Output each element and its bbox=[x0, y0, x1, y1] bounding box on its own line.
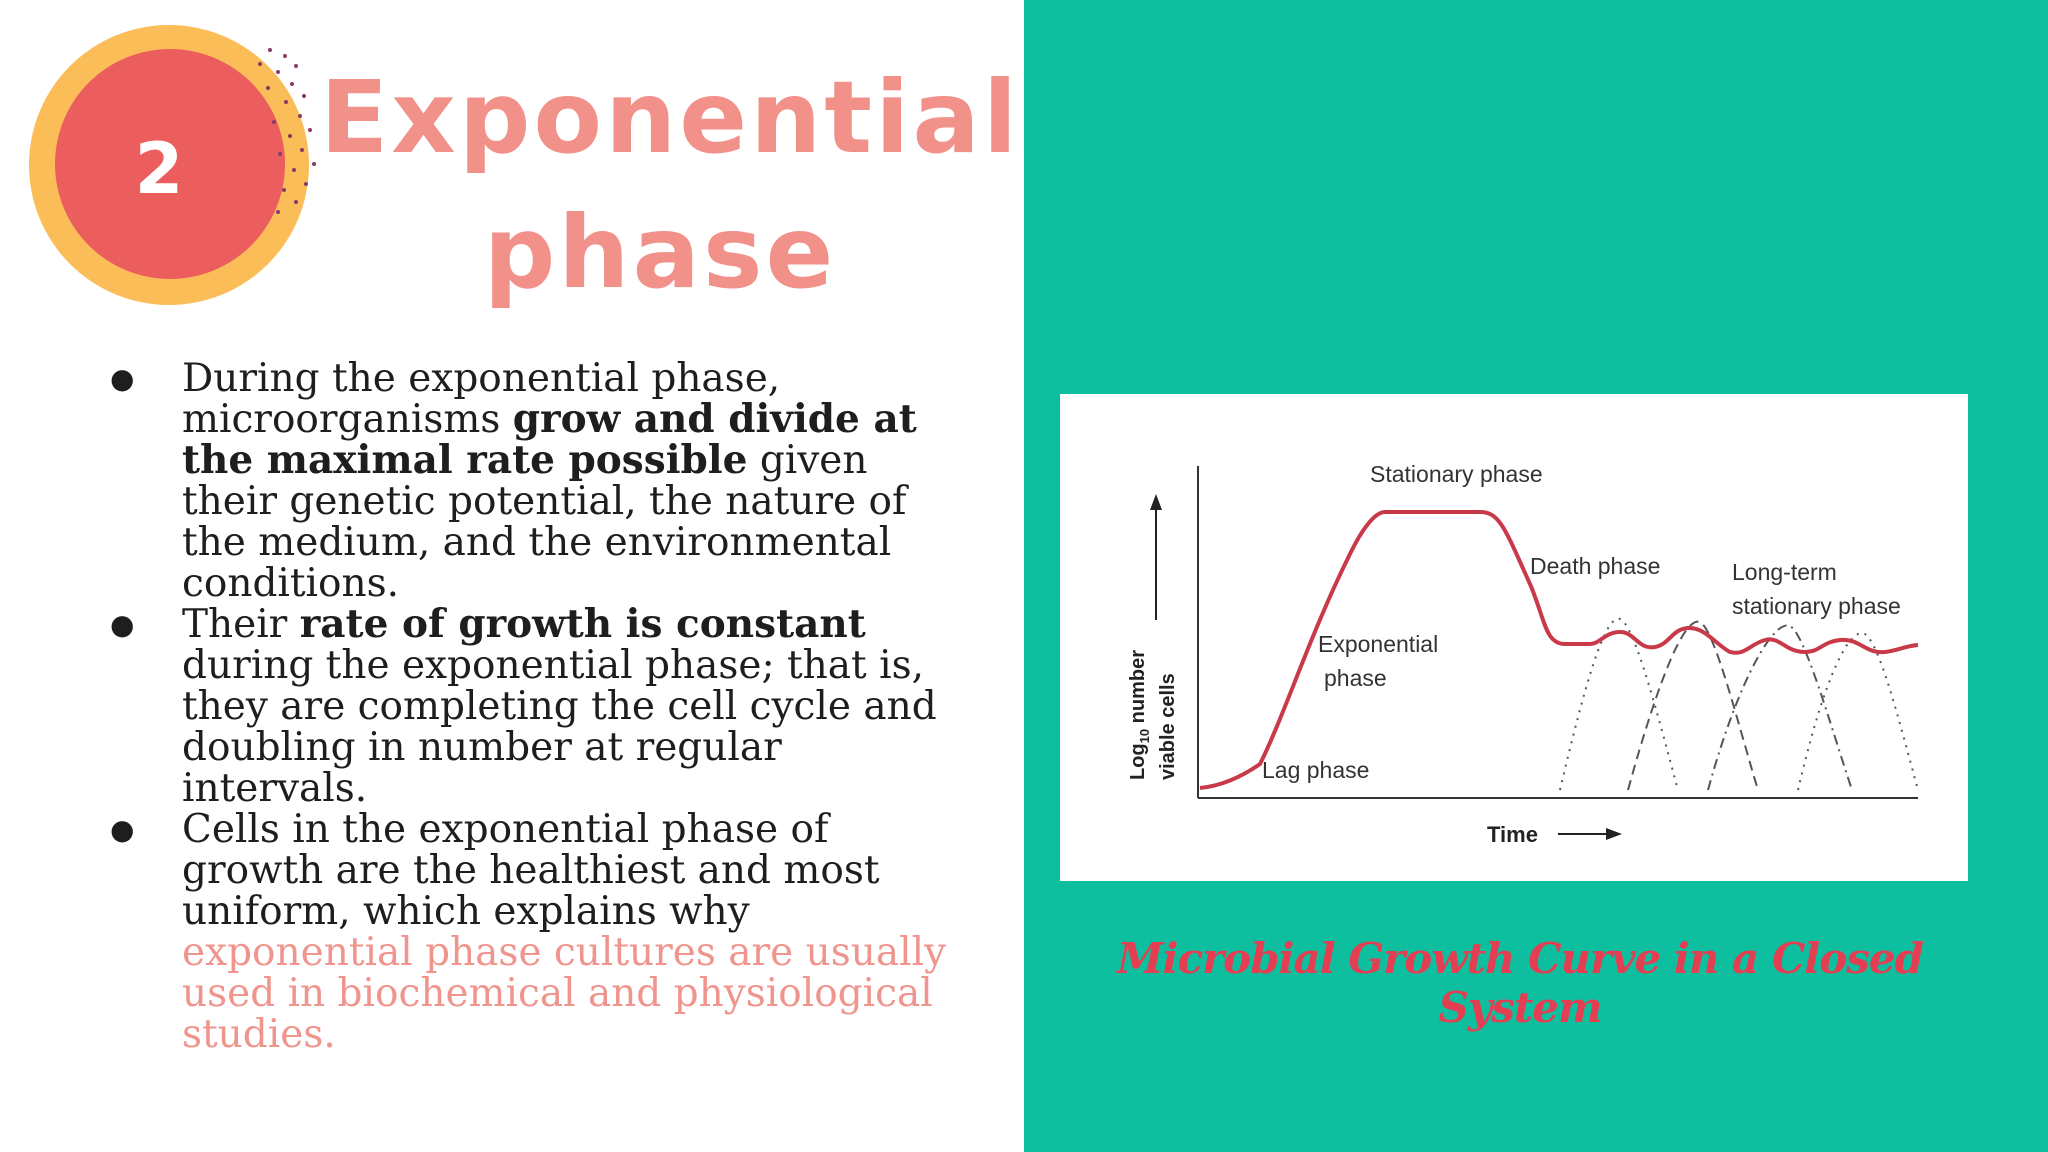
growth-curve-diagram: Log10 number viable cells Time Stationar… bbox=[1127, 461, 1919, 847]
bullet-list: During the exponential phase, microorgan… bbox=[110, 358, 970, 1055]
growth-curve-line bbox=[1199, 510, 1919, 790]
slide-title: Exponential phase bbox=[320, 50, 1021, 320]
bullet-2-text-a: Their bbox=[182, 602, 300, 647]
x-axis-arrowhead bbox=[1606, 828, 1622, 840]
growth-curve-figure: Log10 number viable cells Time Stationar… bbox=[1060, 394, 1968, 881]
bullet-item-3: Cells in the exponential phase of growth… bbox=[110, 809, 970, 1055]
label-exponential-2: phase bbox=[1324, 665, 1387, 691]
bullet-3-highlight: exponential phase cultures are usually u… bbox=[182, 930, 947, 1057]
bullet-1-text-a: During the exponential phase, microorgan… bbox=[182, 356, 781, 442]
label-lag-phase: Lag phase bbox=[1262, 757, 1369, 783]
text-panel: 2 Exponential phase During the exponenti… bbox=[0, 0, 1024, 1152]
svg-text:Log10 number: Log10 number bbox=[1127, 650, 1152, 780]
label-death-phase: Death phase bbox=[1530, 553, 1660, 579]
label-long-term-1: Long-term bbox=[1732, 559, 1837, 585]
label-stationary-phase: Stationary phase bbox=[1370, 461, 1543, 487]
bullet-3-text-a: Cells in the exponential phase of growth… bbox=[182, 807, 880, 934]
title-line-1: Exponential bbox=[320, 59, 1021, 176]
bullet-2-bold: rate of growth is constant bbox=[299, 601, 866, 647]
label-exponential-1: Exponential bbox=[1318, 631, 1438, 657]
bullet-item-2: Their rate of growth is constant during … bbox=[110, 601, 970, 811]
title-line-2: phase bbox=[483, 194, 837, 311]
slide-number: 2 bbox=[134, 128, 184, 210]
bullet-item-1: During the exponential phase, microorgan… bbox=[110, 358, 970, 604]
subpopulation-curves bbox=[1559, 617, 1919, 791]
svg-text:viable cells: viable cells bbox=[1157, 673, 1179, 780]
badge-circle: 2 bbox=[55, 49, 285, 279]
bullet-1-bold: grow and divide at the maximal rate poss… bbox=[182, 396, 917, 483]
label-long-term-2: stationary phase bbox=[1732, 593, 1901, 619]
y-axis-label: Log10 number viable cells bbox=[1127, 650, 1179, 780]
bullet-1-text-b: given their genetic potential, the natur… bbox=[182, 438, 907, 606]
figure-caption: Microbial Growth Curve in a Closed Syste… bbox=[1117, 934, 1924, 1032]
x-axis-label: Time bbox=[1487, 822, 1538, 847]
y-axis-arrowhead bbox=[1150, 494, 1162, 510]
bullet-2-text-b: during the exponential phase; that is, t… bbox=[182, 643, 937, 811]
dotted-decoration bbox=[258, 48, 316, 214]
